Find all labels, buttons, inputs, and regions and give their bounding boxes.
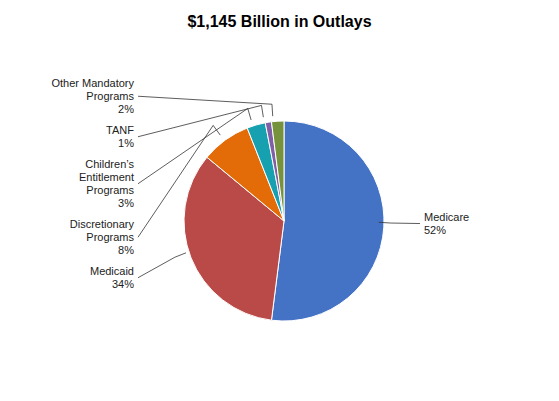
svg-text:Medicaid34%: Medicaid34%: [90, 265, 134, 290]
html-text:$1,145 Billion in Outlays: $1,145 Billion in Outlays: [187, 13, 372, 30]
svg-text:DiscretionaryPrograms8%: DiscretionaryPrograms8%: [70, 218, 135, 256]
svg-text:Other MandatoryPrograms2%: Other MandatoryPrograms2%: [51, 77, 134, 115]
svg-text:Medicare52%: Medicare52%: [424, 211, 469, 236]
svg-text:Children’sEntitlementPrograms3: Children’sEntitlementPrograms3%: [79, 158, 135, 209]
svg-text:TANF1%: TANF1%: [106, 124, 134, 149]
